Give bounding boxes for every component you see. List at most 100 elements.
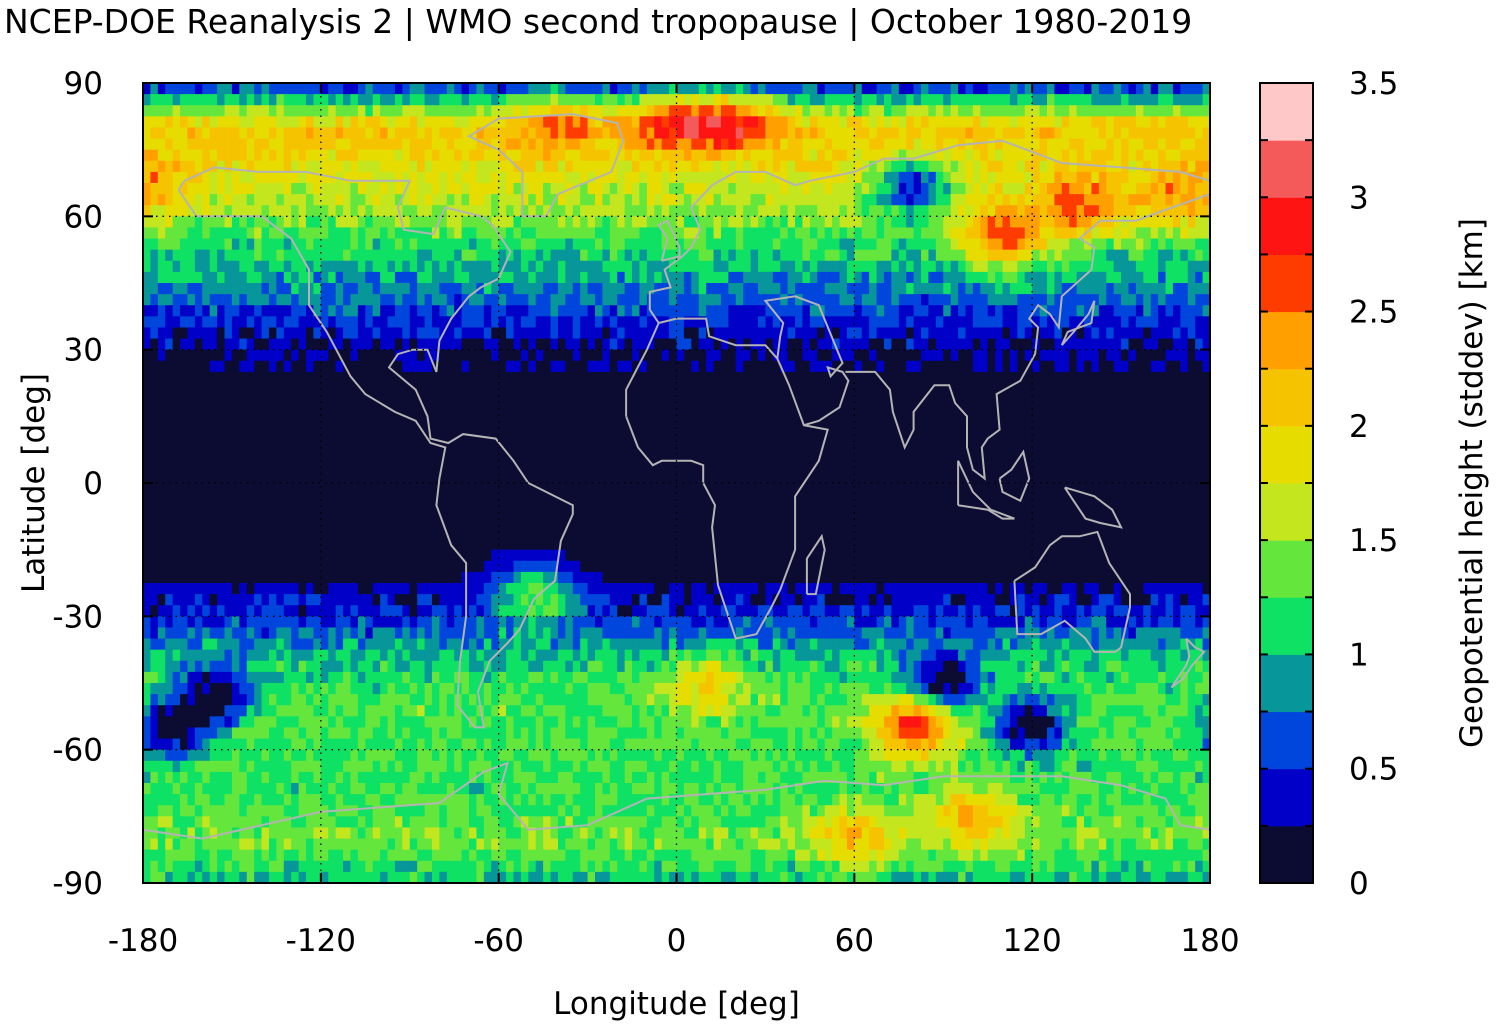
heatmap-cell [1158, 416, 1167, 429]
heatmap-cell [995, 438, 1004, 451]
heatmap-cell [787, 449, 796, 462]
heatmap-cell [498, 216, 507, 229]
heatmap-cell [802, 94, 811, 106]
heatmap-cell [298, 105, 307, 117]
heatmap-cell [187, 371, 196, 384]
heatmap-cell [469, 194, 478, 206]
heatmap-cell [283, 194, 292, 206]
heatmap-cell [735, 149, 744, 162]
heatmap-cell [639, 260, 648, 273]
heatmap-cell [306, 105, 315, 117]
heatmap-cell [846, 371, 855, 384]
heatmap-cell [1098, 305, 1107, 317]
heatmap-cell [765, 438, 774, 451]
heatmap-cell [157, 183, 166, 195]
heatmap-cell [306, 438, 315, 451]
heatmap-cell [454, 149, 463, 162]
heatmap-cell [172, 205, 181, 217]
heatmap-cell [246, 194, 255, 206]
heatmap-cell [454, 349, 463, 362]
heatmap-cell [1195, 405, 1204, 417]
heatmap-cell [328, 183, 337, 195]
heatmap-cell [839, 394, 848, 406]
heatmap-cell [720, 360, 729, 373]
heatmap-cell [565, 327, 574, 340]
heatmap-cell [328, 427, 337, 440]
heatmap-cell [1017, 394, 1026, 406]
heatmap-cell [454, 227, 463, 240]
heatmap-cell [1187, 327, 1196, 340]
heatmap-cell [298, 160, 307, 173]
heatmap-cell [283, 149, 292, 162]
heatmap-cell [728, 127, 737, 140]
heatmap-cell [291, 338, 300, 351]
heatmap-cell [187, 116, 196, 129]
heatmap-cell [758, 183, 767, 195]
heatmap-cell [454, 249, 463, 262]
heatmap-cell [876, 183, 885, 195]
heatmap-cell [513, 227, 522, 240]
heatmap-cell [217, 127, 226, 140]
heatmap-cell [150, 460, 159, 473]
heatmap-cell [157, 438, 166, 451]
heatmap-cell [632, 383, 641, 395]
heatmap-cell [491, 394, 500, 406]
heatmap-cell [231, 94, 240, 106]
heatmap-cell [1039, 183, 1048, 195]
heatmap-cell [1061, 138, 1070, 151]
heatmap-cell [557, 260, 566, 273]
heatmap-cell [913, 116, 922, 129]
heatmap-cell [624, 83, 633, 95]
heatmap-cell [795, 438, 804, 451]
heatmap-cell [795, 360, 804, 373]
heatmap-cell [728, 438, 737, 451]
heatmap-cell [720, 149, 729, 162]
heatmap-cell [380, 438, 389, 451]
heatmap-cell [439, 260, 448, 273]
heatmap-cell [943, 349, 952, 362]
heatmap-cell [676, 360, 685, 373]
heatmap-cell [180, 216, 189, 229]
heatmap-cell [720, 249, 729, 262]
heatmap-cell [350, 371, 359, 384]
heatmap-cell [795, 338, 804, 351]
heatmap-cell [306, 294, 315, 306]
heatmap-cell [246, 227, 255, 240]
heatmap-cell [943, 183, 952, 195]
heatmap-cell [320, 327, 329, 340]
heatmap-cell [498, 405, 507, 417]
heatmap-cell [513, 138, 522, 151]
heatmap-cell [802, 416, 811, 429]
heatmap-cell [1091, 449, 1100, 462]
heatmap-cell [1165, 149, 1174, 162]
heatmap-cell [1017, 438, 1026, 451]
heatmap-cell [283, 271, 292, 284]
heatmap-cell [268, 205, 277, 217]
heatmap-cell [661, 449, 670, 462]
heatmap-cell [202, 394, 211, 406]
heatmap-cell [1032, 416, 1041, 429]
heatmap-cell [1113, 149, 1122, 162]
heatmap-cell [972, 394, 981, 406]
heatmap-cell [780, 283, 789, 295]
heatmap-cell [772, 383, 781, 395]
heatmap-cell [758, 260, 767, 273]
heatmap-cell [780, 371, 789, 384]
heatmap-cell [958, 105, 967, 117]
heatmap-cell [1106, 227, 1115, 240]
heatmap-cell [735, 371, 744, 384]
heatmap-cell [950, 271, 959, 284]
heatmap-cell [528, 94, 537, 106]
heatmap-cell [231, 405, 240, 417]
heatmap-cell [809, 205, 818, 217]
heatmap-cell [365, 405, 374, 417]
heatmap-cell [691, 249, 700, 262]
heatmap-cell [594, 438, 603, 451]
heatmap-cell [1098, 449, 1107, 462]
heatmap-cell [1172, 305, 1181, 317]
heatmap-cell [409, 138, 418, 151]
heatmap-cell [335, 216, 344, 229]
heatmap-cell [743, 327, 752, 340]
heatmap-cell [394, 449, 403, 462]
heatmap-cell [350, 238, 359, 251]
